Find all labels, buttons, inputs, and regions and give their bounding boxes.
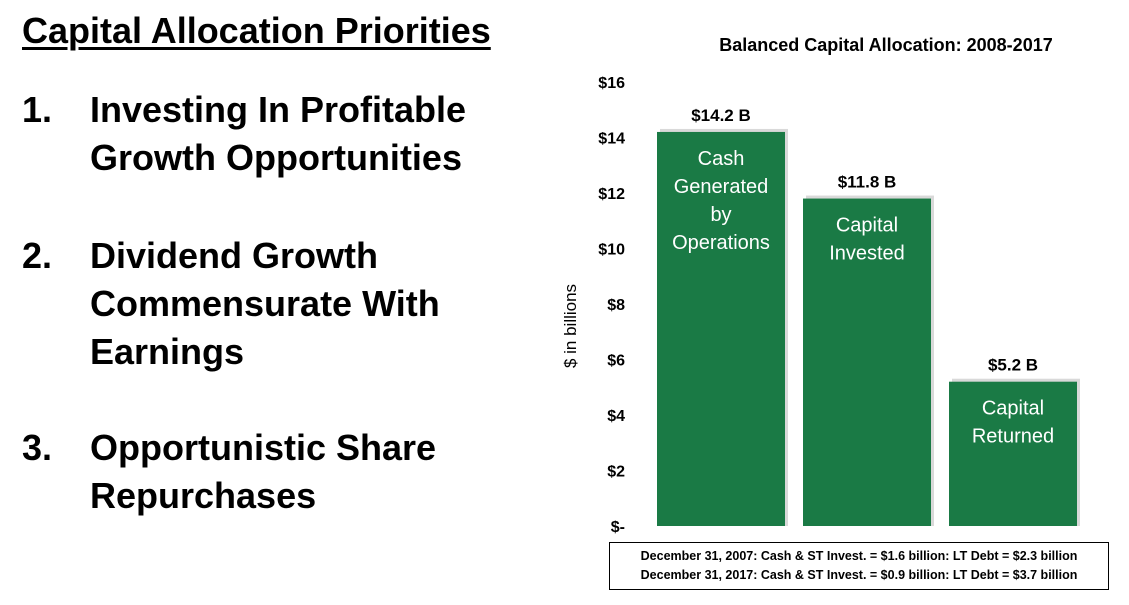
bars: $14.2 B Cash Generated by Operations $11.8 B C… (657, 106, 1080, 527)
y-tick-label: $4 (607, 408, 625, 425)
priority-number: 2. (22, 235, 53, 276)
priority-line: Repurchases (90, 475, 317, 516)
priority-line: Commensurate With (90, 283, 440, 324)
bar (803, 198, 931, 527)
bar-category-label: by (710, 204, 731, 226)
y-tick-label: $14 (598, 131, 625, 148)
bar-data-label: $5.2 B (988, 356, 1038, 375)
footnote-box: December 31, 2007: Cash & ST Invest. = $… (609, 542, 1109, 590)
priority-text: Investing In Profitable Growth Opportuni… (90, 86, 466, 182)
footnote-line: December 31, 2007: Cash & ST Invest. = $… (640, 549, 1078, 563)
bar (949, 381, 1077, 526)
chart-title: Balanced Capital Allocation: 2008-2017 (719, 35, 1052, 55)
priority-line: Earnings (90, 331, 245, 372)
bar-category-label: Cash (698, 148, 745, 170)
priority-text: Opportunistic Share Repurchases (90, 424, 436, 520)
bar-category-label: Capital (836, 215, 898, 237)
footnote-line: December 31, 2017: Cash & ST Invest. = $… (640, 568, 1078, 582)
bar-data-label: $11.8 B (838, 173, 897, 192)
bar-chart: Balanced Capital Allocation: 2008-2017 $… (561, 35, 1080, 536)
y-tick-label: $10 (598, 242, 625, 259)
bar-category-label: Returned (972, 426, 1054, 448)
priority-number: 3. (22, 427, 53, 468)
priority-text: Dividend Growth Commensurate With Earnin… (90, 232, 440, 376)
priority-line: Investing In Profitable (90, 89, 467, 130)
priority-number: 1. (22, 89, 53, 130)
y-tick-label: $- (611, 519, 625, 536)
bar-data-label: $14.2 B (691, 106, 751, 125)
slide-title: Capital Allocation Priorities (22, 10, 491, 51)
bar (657, 131, 785, 526)
priority-line: Dividend Growth (90, 235, 378, 276)
y-axis-ticks: $- $2 $4 $6 $8 $10 $12 $14 $16 (598, 75, 625, 536)
bar-category-label: Operations (672, 232, 770, 254)
y-tick-label: $6 (607, 353, 625, 370)
y-tick-label: $2 (607, 464, 625, 481)
y-tick-label: $8 (607, 297, 625, 314)
y-axis-label: $ in billions (561, 284, 580, 368)
priority-line: Opportunistic Share (90, 427, 437, 468)
y-tick-label: $16 (598, 75, 625, 92)
bar-category-label: Generated (674, 176, 769, 198)
y-tick-label: $12 (598, 186, 625, 203)
priority-line: Growth Opportunities (90, 137, 462, 178)
bar-category-label: Invested (829, 243, 905, 265)
bar-category-label: Capital (982, 398, 1044, 420)
